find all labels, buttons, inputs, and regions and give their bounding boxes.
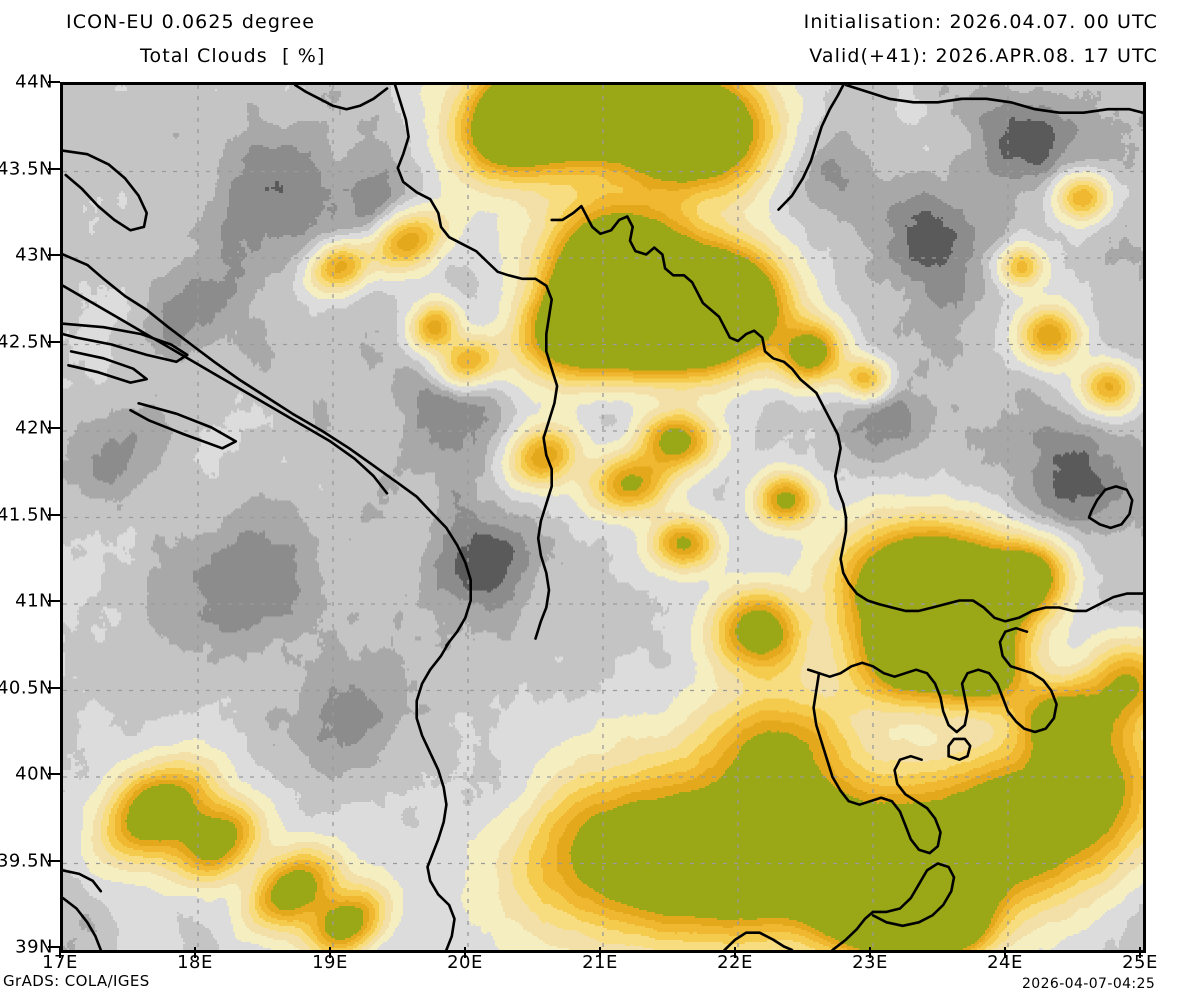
lon-tick-label: 23E	[852, 952, 888, 973]
lat-tick-label: 40.5N	[0, 677, 53, 698]
lon-tick-mark	[194, 947, 196, 958]
lon-tick-label: 22E	[717, 952, 753, 973]
lon-tick-label: 18E	[177, 952, 213, 973]
field-title: Total Clouds [ %]	[140, 45, 326, 67]
lon-tick-mark	[1004, 947, 1006, 958]
lat-tick-mark	[48, 81, 60, 83]
lat-tick-mark	[48, 686, 60, 689]
lat-tick-mark	[48, 946, 60, 948]
lat-tick-label: 43.5N	[0, 158, 53, 179]
lon-tick-mark	[59, 947, 61, 958]
lon-tick-mark	[329, 947, 331, 958]
model-title: ICON-EU 0.0625 degree	[66, 11, 316, 33]
lon-tick-label: 25E	[1122, 952, 1158, 973]
lat-tick-mark	[48, 773, 60, 775]
lat-tick-label: 41N	[15, 590, 53, 612]
lat-tick-label: 40N	[15, 763, 53, 785]
lon-tick-mark	[734, 947, 736, 958]
lat-tick-label: 39N	[15, 936, 53, 958]
lon-tick-mark	[869, 947, 871, 958]
lat-tick-label: 43N	[15, 244, 53, 266]
lat-tick-mark	[48, 600, 60, 602]
lon-tick-mark	[599, 947, 601, 958]
map-plot-area	[60, 82, 1146, 953]
lat-tick-mark	[48, 513, 60, 516]
total-cloud-cover-raster	[63, 85, 1143, 950]
grads-credit: GrADS: COLA/IGES	[3, 972, 150, 990]
lat-tick-mark	[48, 167, 60, 170]
lon-tick-label: 17E	[42, 952, 78, 973]
lon-tick-label: 21E	[582, 952, 618, 973]
lat-tick-mark	[48, 254, 60, 256]
lon-tick-label: 19E	[312, 952, 348, 973]
render-timestamp: 2026-04-07-04:25	[1022, 976, 1156, 992]
lat-tick-label: 41.5N	[0, 504, 53, 525]
lat-tick-label: 39.5N	[0, 850, 53, 871]
lat-tick-mark	[48, 859, 60, 862]
lon-tick-label: 24E	[987, 952, 1023, 973]
lat-tick-label: 44N	[15, 71, 53, 93]
lon-tick-mark	[464, 947, 466, 958]
valid-time: Valid(+41): 2026.APR.08. 17 UTC	[809, 45, 1158, 67]
lat-tick-mark	[48, 340, 60, 343]
initialisation-time: Initialisation: 2026.04.07. 00 UTC	[803, 11, 1158, 33]
cloud-field-layer	[63, 85, 1143, 950]
lat-tick-mark	[48, 427, 60, 429]
lat-tick-label: 42N	[15, 417, 53, 439]
lon-tick-label: 20E	[447, 952, 483, 973]
chart-header: ICON-EU 0.0625 degree Total Clouds [ %] …	[0, 0, 1200, 80]
lat-tick-label: 42.5N	[0, 331, 53, 352]
lon-tick-mark	[1139, 947, 1141, 958]
